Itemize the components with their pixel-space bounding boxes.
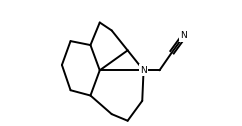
Text: N: N bbox=[180, 31, 187, 40]
Text: N: N bbox=[140, 66, 147, 75]
